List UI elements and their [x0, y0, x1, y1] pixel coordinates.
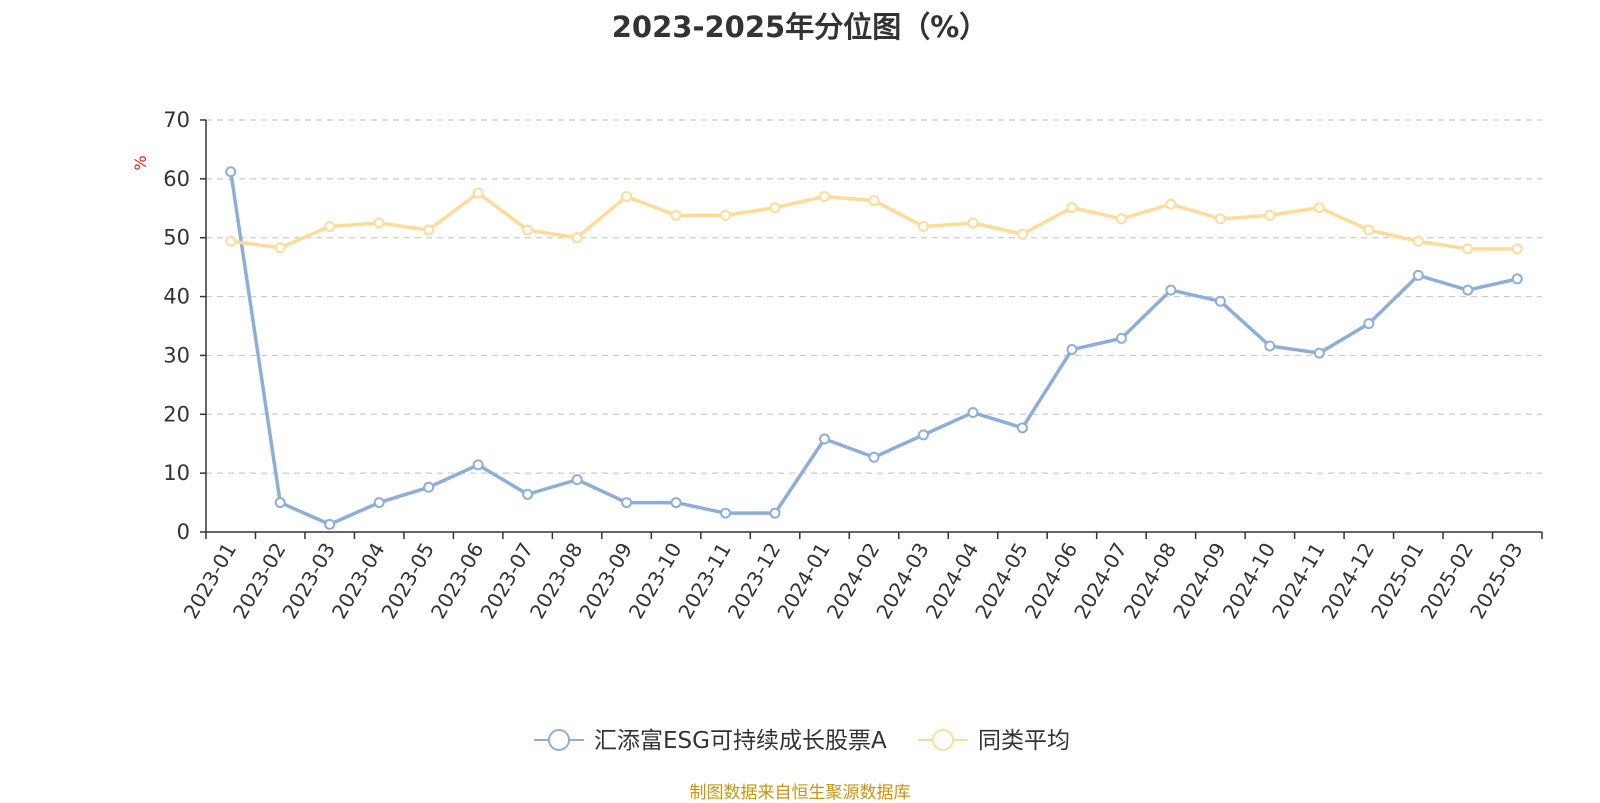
data-point	[1115, 213, 1127, 225]
axes: 0102030405060702023-012023-022023-032023…	[163, 108, 1543, 623]
y-tick-label: 0	[177, 520, 190, 544]
data-point	[769, 202, 781, 214]
data-point	[571, 474, 583, 486]
series-1	[225, 187, 1523, 255]
data-point	[720, 209, 732, 221]
data-point	[1214, 295, 1226, 307]
y-tick-label: 70	[163, 108, 190, 132]
data-point	[1363, 318, 1375, 330]
data-point	[1165, 198, 1177, 210]
data-point	[1412, 235, 1424, 247]
legend-item-1[interactable]: 同类平均	[918, 728, 1070, 754]
data-point	[324, 221, 336, 233]
legend-label: 同类平均	[978, 728, 1070, 754]
data-point	[274, 242, 286, 254]
data-point	[373, 497, 385, 509]
data-point	[1462, 284, 1474, 296]
data-point	[1264, 340, 1276, 352]
legend-marker-icon	[548, 729, 570, 751]
series-line	[229, 171, 1518, 527]
data-point	[670, 209, 682, 221]
data-point	[868, 195, 880, 207]
data-point	[917, 221, 929, 233]
legend-label: 汇添富ESG可持续成长股票A	[594, 728, 887, 754]
data-point	[1016, 422, 1028, 434]
data-point	[967, 407, 979, 419]
y-tick-label: 40	[163, 285, 190, 309]
y-tick-label: 60	[163, 167, 190, 191]
data-point	[1462, 243, 1474, 255]
data-point	[917, 429, 929, 441]
chart-title: 2023-2025年分位图（%）	[611, 10, 989, 44]
y-tick-label: 50	[163, 226, 190, 250]
data-point	[621, 497, 633, 509]
data-point	[1313, 202, 1325, 214]
data-point	[670, 497, 682, 509]
data-point	[819, 433, 831, 445]
data-point	[1412, 269, 1424, 281]
data-point	[324, 518, 336, 530]
data-point	[571, 232, 583, 244]
data-point	[472, 459, 484, 471]
y-tick-label: 10	[163, 461, 190, 485]
source-note: 制图数据来自恒生聚源数据库	[689, 783, 911, 803]
series-lines	[225, 166, 1523, 530]
data-point	[1511, 243, 1523, 255]
data-point	[1214, 213, 1226, 225]
data-point	[423, 481, 435, 493]
data-point	[225, 166, 237, 178]
legend[interactable]: 汇添富ESG可持续成长股票A 同类平均	[534, 728, 1070, 754]
data-point	[373, 217, 385, 229]
data-point	[967, 217, 979, 229]
data-point	[819, 191, 831, 203]
data-point	[1165, 284, 1177, 296]
data-point	[1363, 224, 1375, 236]
data-point	[621, 191, 633, 203]
data-point	[1115, 332, 1127, 344]
data-point	[769, 507, 781, 519]
data-point	[1313, 347, 1325, 359]
y-tick-label: 20	[163, 402, 190, 426]
data-point	[1066, 344, 1078, 356]
data-point	[423, 224, 435, 236]
y-axis-label: %	[131, 155, 150, 170]
data-point	[1066, 202, 1078, 214]
data-point	[1511, 273, 1523, 285]
grid-lines	[206, 119, 1542, 474]
data-point	[472, 187, 484, 199]
data-point	[1264, 209, 1276, 221]
series-0	[225, 166, 1523, 530]
legend-marker-icon	[932, 729, 954, 751]
y-tick-label: 30	[163, 343, 190, 367]
data-point	[274, 497, 286, 509]
data-point	[522, 488, 534, 500]
data-point	[225, 235, 237, 247]
data-point	[720, 507, 732, 519]
data-point	[868, 451, 880, 463]
data-point	[1016, 228, 1028, 240]
data-point	[522, 224, 534, 236]
legend-item-0[interactable]: 汇添富ESG可持续成长股票A	[534, 728, 887, 754]
